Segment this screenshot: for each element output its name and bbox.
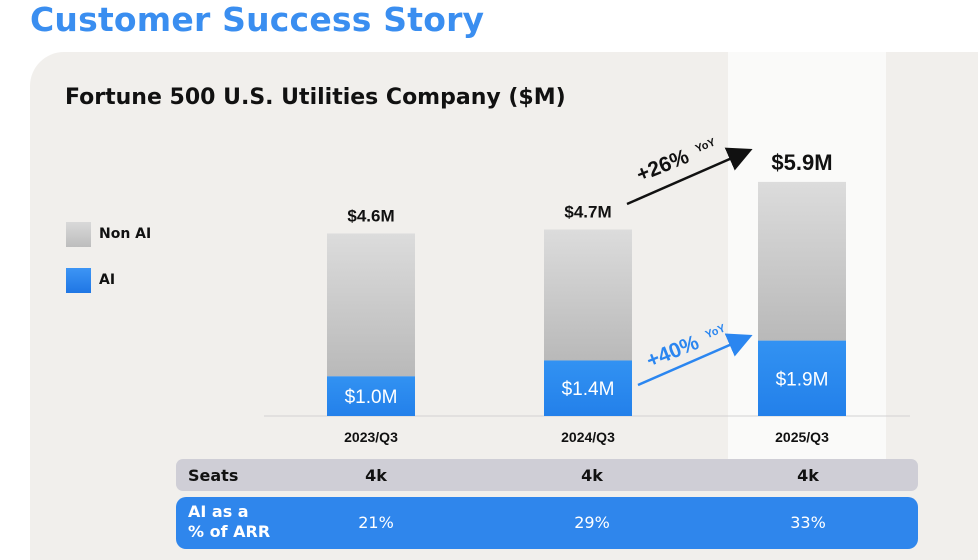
legend-swatch-ai [66,268,91,293]
total-value-label-2023-q3: $4.6M [347,206,394,225]
x-tick-label-2025-q3: 2025/Q3 [775,429,829,445]
legend-swatch-non-ai [66,222,91,247]
legend-label-ai: AI [99,272,116,288]
ai-pct-value-2023: 21% [358,513,394,532]
bar-chart: $1.0M $4.6M 2023/Q3 $1.4M $4.7M 2024/Q3 $1.9M $… [264,136,910,445]
ai-pct-value-2025: 33% [790,513,826,532]
seats-row: Seats 4k 4k 4k [176,459,918,491]
ai-pct-label-line2: % of ARR [188,522,271,541]
ai-pct-value-2024: 29% [574,513,610,532]
legend-label-non-ai: Non AI [99,226,152,242]
x-tick-label-2024-q3: 2024/Q3 [561,429,615,445]
seats-value-2024: 4k [581,466,603,485]
x-tick-label-2023-q3: 2023/Q3 [344,429,398,445]
ai-pct-label-line1: AI as a [188,502,249,521]
ai-growth-arrow [637,333,753,387]
ai-value-label-2024-q3: $1.4M [562,379,615,400]
seats-value-2023: 4k [365,466,387,485]
total-growth-suffix: YoY [694,136,718,155]
chart-title: Fortune 500 U.S. Utilities Company ($M) [65,85,566,110]
seats-label: Seats [188,466,239,485]
total-growth-arrow [626,147,753,206]
bar-ai-2024-q3 [544,360,632,416]
total-value-label-2024-q3: $4.7M [564,203,611,222]
ai-value-label-2023-q3: $1.0M [345,387,398,408]
total-value-label-2025-q3: $5.9M [771,150,832,175]
ai-pct-row: AI as a % of ARR 21% 29% 33% [176,497,918,549]
ai-pct-label: AI as a % of ARR [188,502,288,542]
bar-non-ai-2023-q3 [327,233,415,377]
ai-growth-suffix: YoY [704,322,728,341]
ai-growth-value: +40% [643,331,702,373]
ai-value-label-2025-q3: $1.9M [776,369,829,390]
seats-value-2025: 4k [797,466,819,485]
bar-ai-2025-q3 [758,340,846,416]
bar-non-ai-2024-q3 [544,229,632,361]
page-title: Customer Success Story [30,0,485,39]
bar-non-ai-2025-q3 [758,181,846,341]
bar-ai-2023-q3 [327,376,415,416]
